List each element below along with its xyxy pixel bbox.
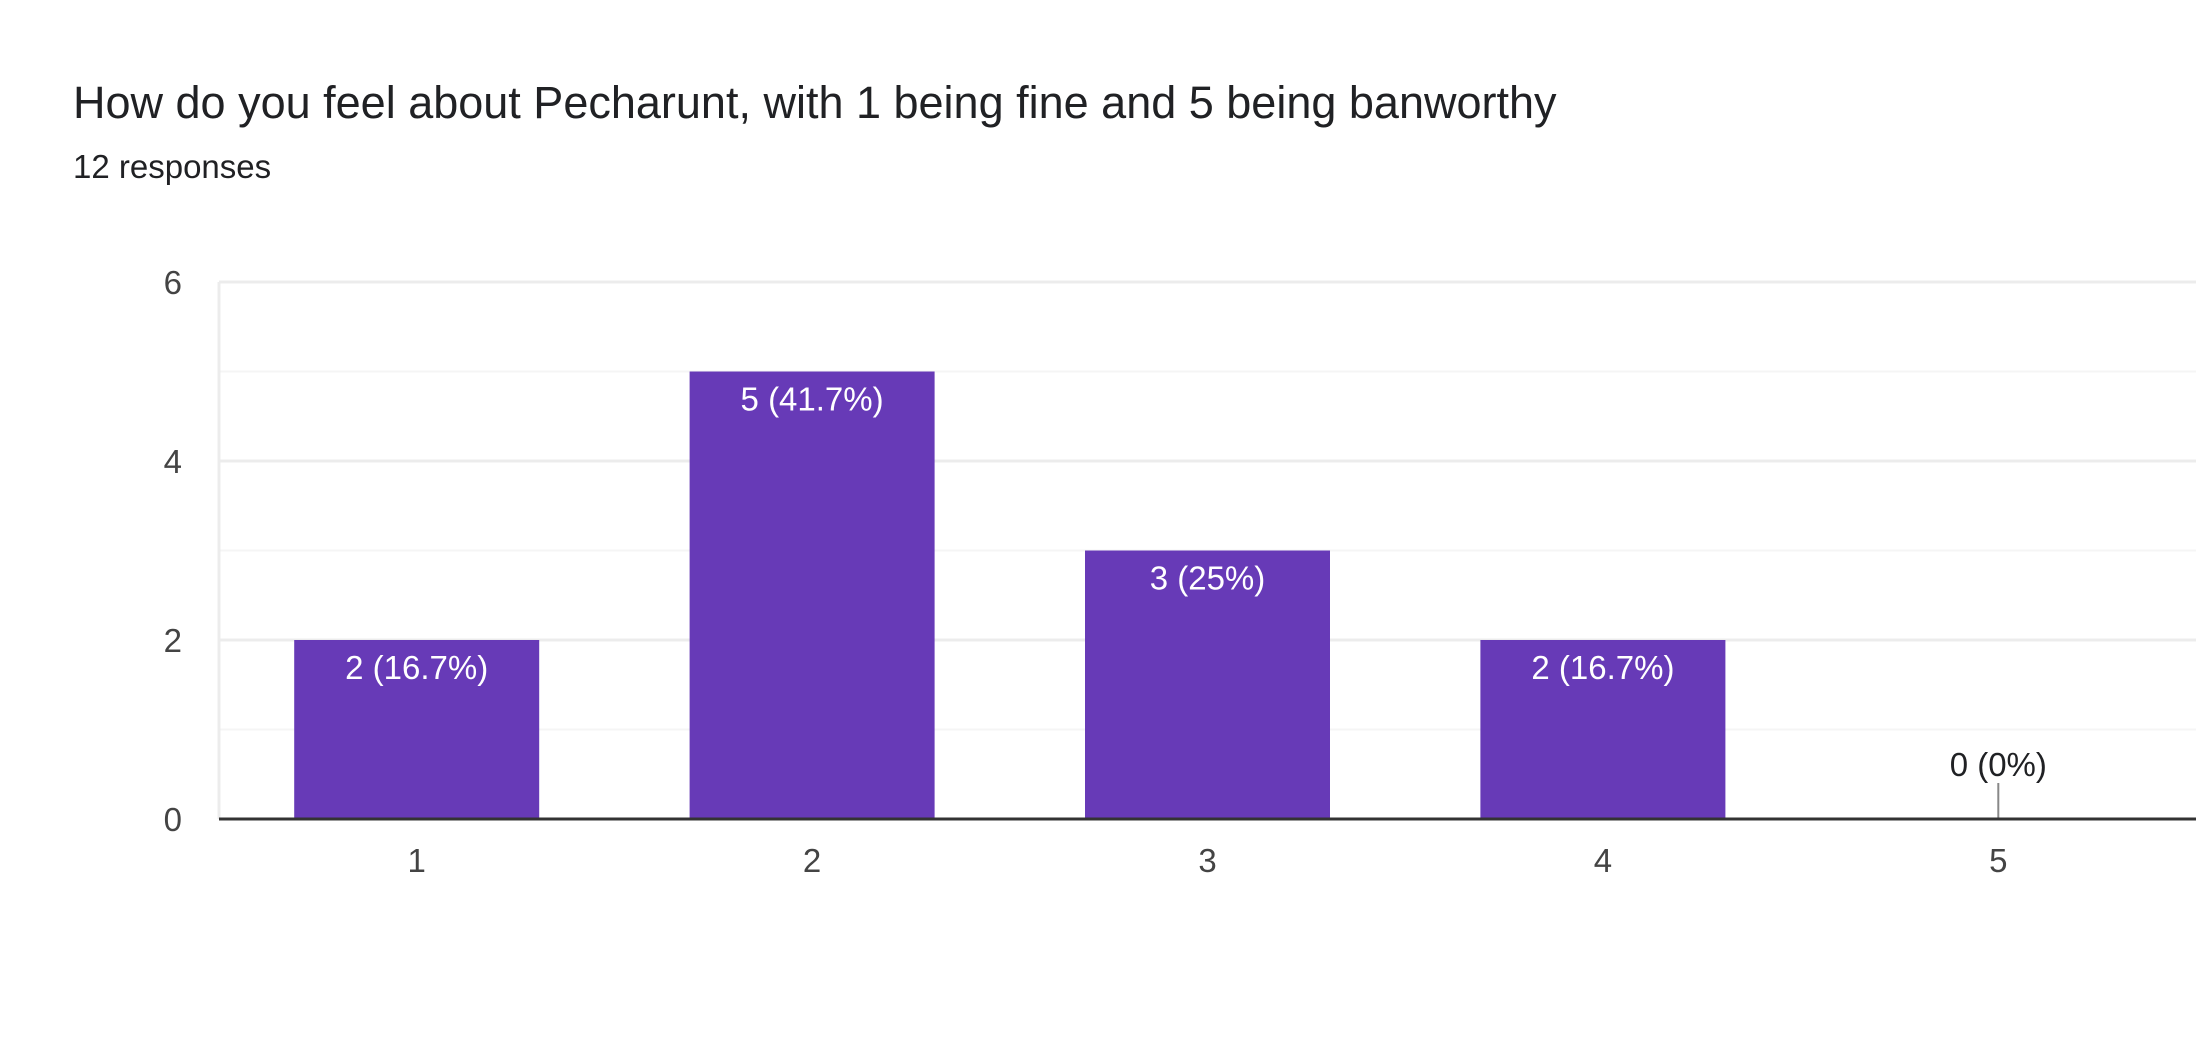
bar-data-label: 3 (25%) xyxy=(1150,560,1266,597)
y-tick-label: 6 xyxy=(164,264,182,301)
y-tick-label: 0 xyxy=(164,801,182,838)
bar-data-label: 2 (16.7%) xyxy=(1531,649,1674,686)
question-title: How do you feel about Pecharunt, with 1 … xyxy=(73,77,1557,128)
x-tick-label: 5 xyxy=(1989,842,2007,879)
bar xyxy=(1480,640,1726,819)
x-tick-label: 1 xyxy=(408,842,426,879)
bar-data-label: 5 (41.7%) xyxy=(741,381,884,418)
bar xyxy=(689,371,935,819)
bar-data-label: 2 (16.7%) xyxy=(345,649,488,686)
response-count: 12 responses xyxy=(73,148,272,185)
bar xyxy=(1085,550,1330,819)
bar-data-label: 0 (0%) xyxy=(1950,746,2047,783)
x-tick-label: 4 xyxy=(1594,842,1612,879)
bar xyxy=(294,640,540,819)
x-tick-label: 2 xyxy=(803,842,821,879)
y-tick-label: 2 xyxy=(164,622,182,659)
x-tick-label: 3 xyxy=(1198,842,1216,879)
y-tick-label: 4 xyxy=(164,443,182,480)
